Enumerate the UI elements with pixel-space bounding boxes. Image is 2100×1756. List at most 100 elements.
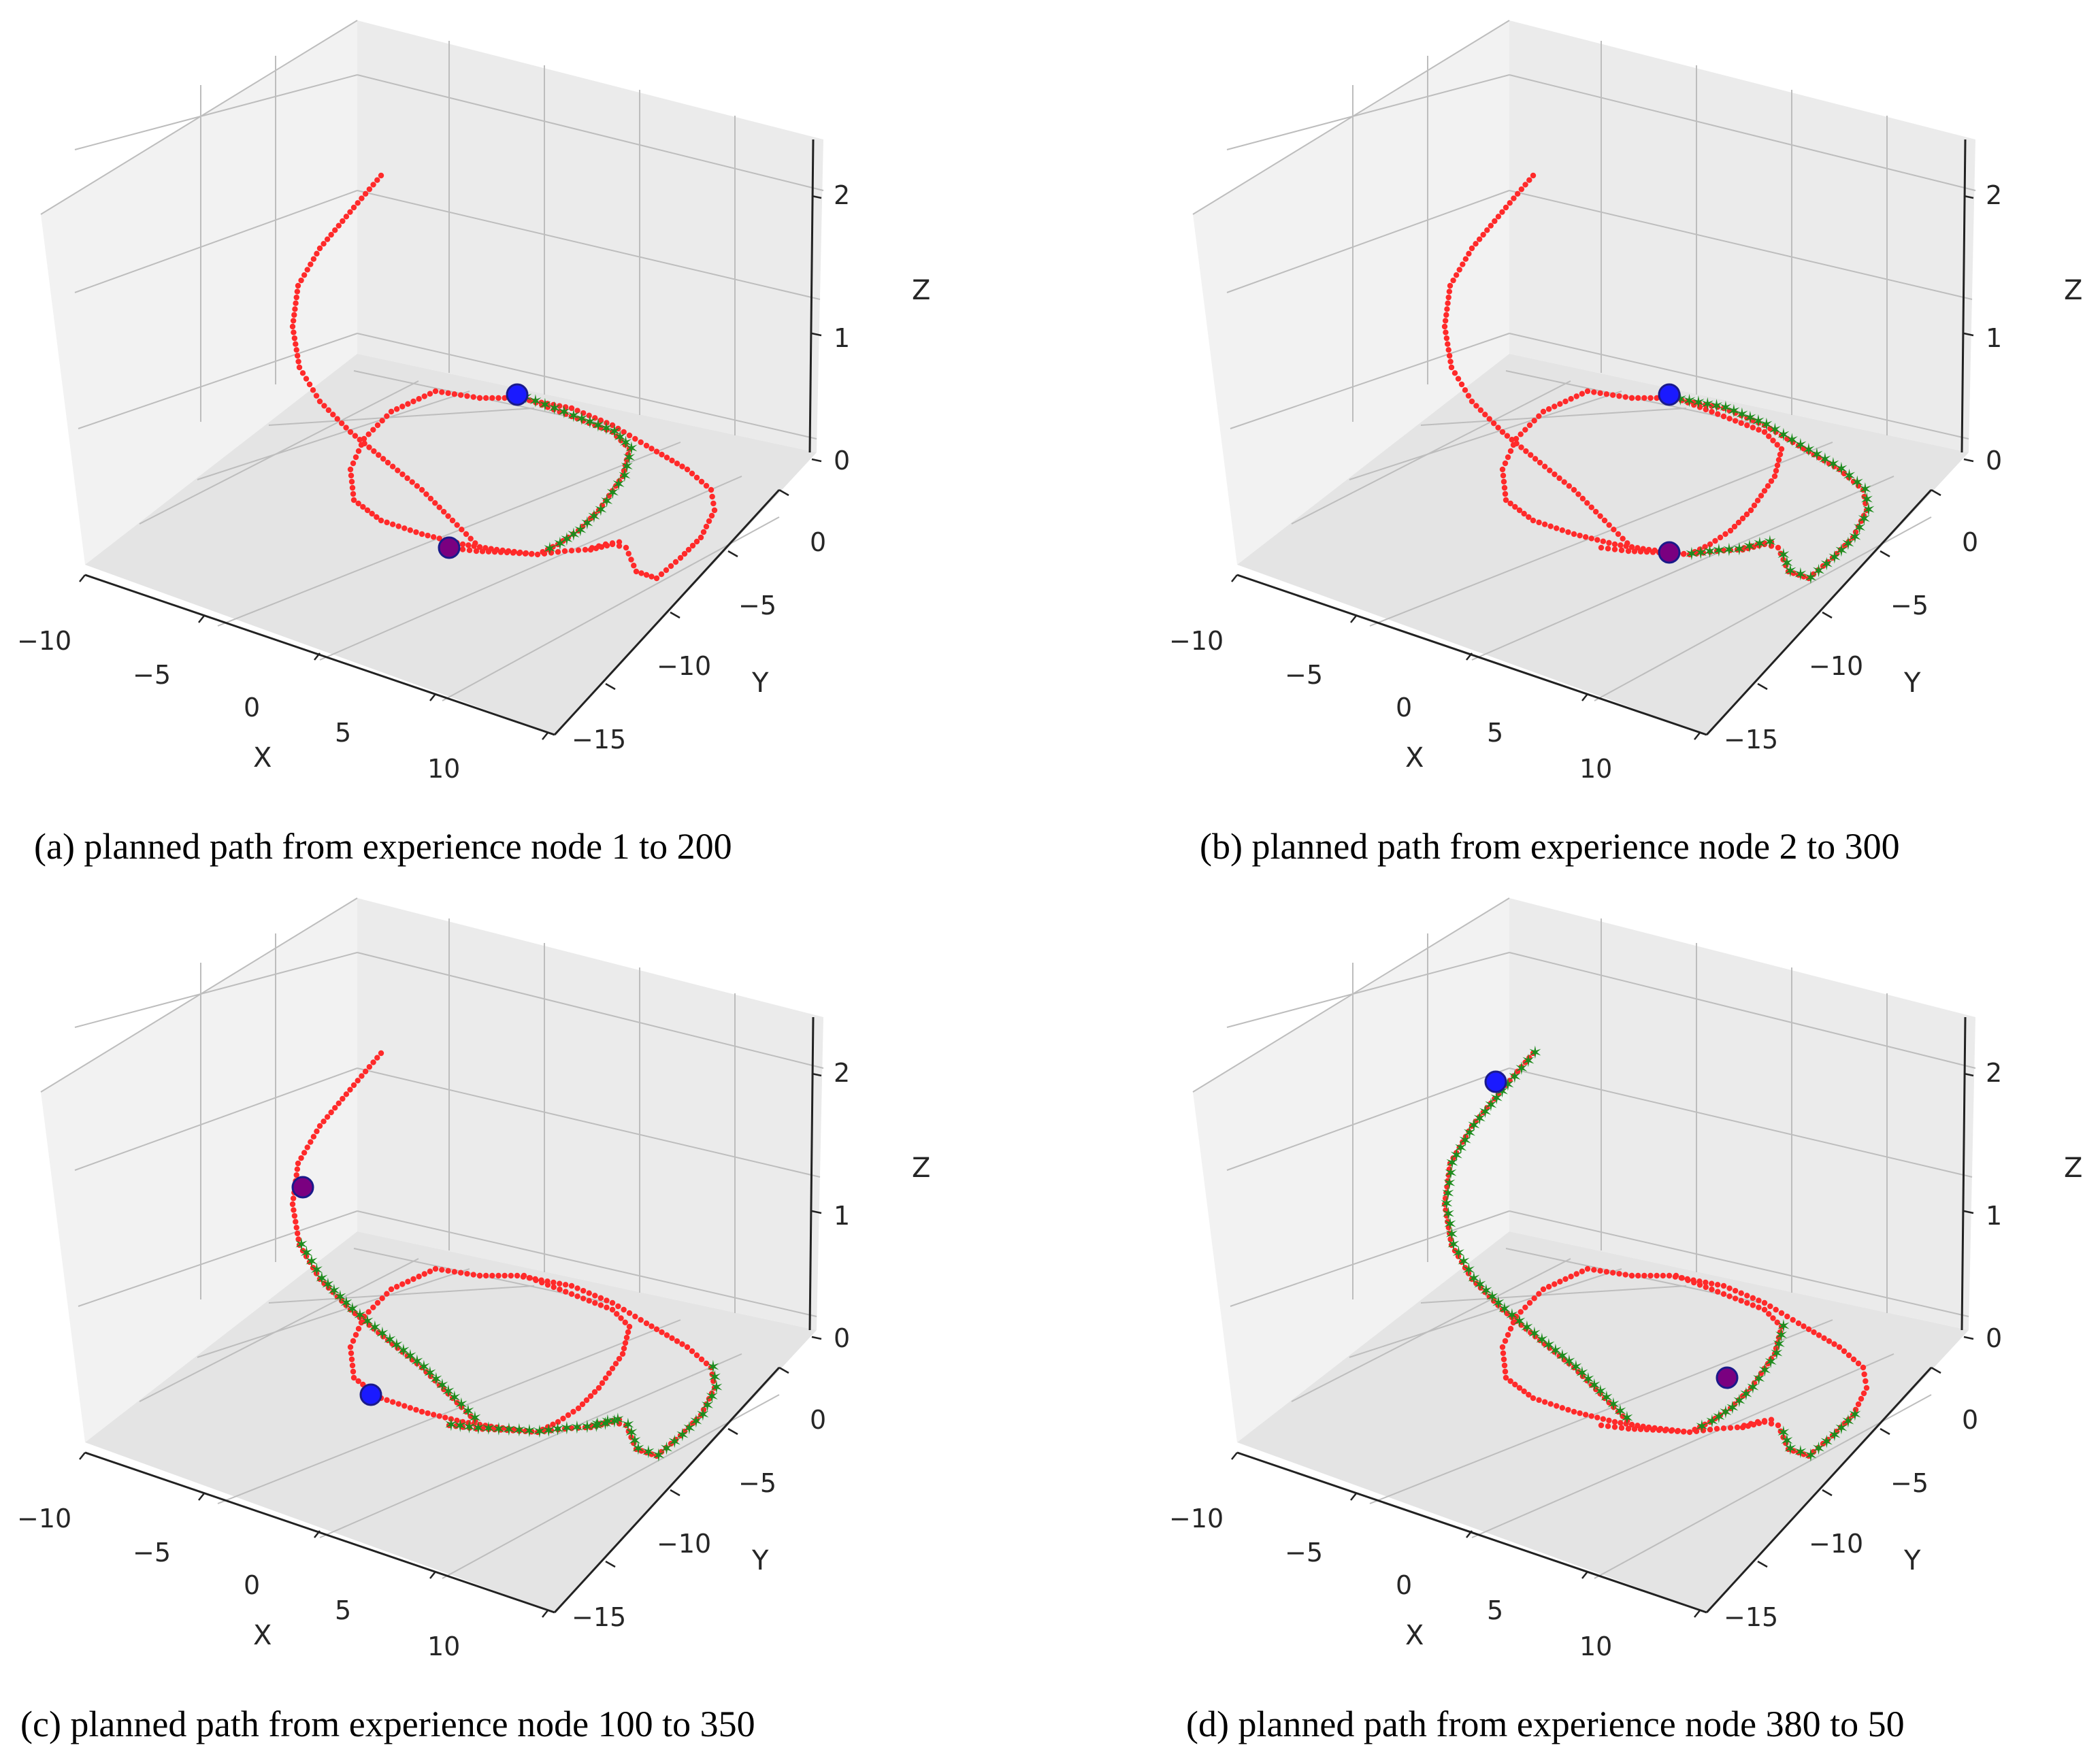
experience-map-point: [1473, 1119, 1479, 1125]
planned-path-point: ✶: [1758, 1361, 1773, 1381]
z-axis-line: [1960, 139, 1967, 453]
experience-map-point: [399, 471, 406, 478]
experience-map-point: [1686, 551, 1693, 558]
experience-map-point: [1597, 390, 1603, 397]
experience-map-point: [698, 1412, 704, 1419]
experience-map-point: [476, 395, 483, 401]
experience-map-point: [1720, 405, 1727, 412]
experience-map-point: [555, 1419, 561, 1425]
planned-path-point: ✶: [557, 403, 572, 423]
x-axis-label: X: [253, 1620, 272, 1651]
experience-map-point: [1635, 395, 1641, 401]
experience-map-point: [497, 1427, 504, 1433]
experience-map-point: [1784, 1313, 1790, 1320]
z-tick-mark: [811, 1210, 822, 1214]
experience-map-point: [1458, 381, 1465, 388]
experience-map-point: [1860, 1390, 1867, 1397]
experience-map-point: [1628, 1272, 1635, 1279]
experience-map-point: [465, 1420, 472, 1426]
experience-map-point: [405, 401, 411, 407]
experience-map-point: [1541, 1399, 1548, 1405]
experience-map-point: [1509, 1314, 1515, 1321]
experience-map-point: [384, 519, 390, 526]
experience-map-point: [548, 1427, 555, 1434]
experience-map-point: [1505, 454, 1511, 461]
y-axis-line: [553, 1366, 781, 1614]
gridline: [1226, 952, 1510, 1028]
experience-map-point: [703, 482, 710, 489]
experience-map-point: [541, 1428, 548, 1434]
planned-path-point: ✶: [1732, 1391, 1747, 1412]
experience-map-point: [291, 1212, 298, 1219]
x-tick-mark: [314, 1530, 321, 1538]
experience-map-point: [347, 209, 353, 215]
experience-map-point: [604, 427, 610, 433]
planned-path-point: ✶: [612, 427, 627, 448]
experience-map-point: [1499, 1344, 1506, 1351]
experience-map-point: [350, 1374, 357, 1381]
experience-map-point: [1761, 429, 1768, 435]
right-pane: [357, 898, 823, 1330]
left-pane: [41, 20, 357, 565]
experience-map-point: [1785, 568, 1792, 575]
y-tick-mark: [727, 1427, 738, 1436]
axes-frame: [1192, 20, 1976, 740]
experience-map-point: [445, 513, 451, 519]
experience-map-point: [1605, 546, 1611, 552]
experience-map-point: [407, 1405, 414, 1411]
experience-map-point: [1606, 1417, 1612, 1424]
planned-path-point: ✶: [1512, 1312, 1527, 1332]
experience-map-point: [562, 1282, 569, 1288]
planned-path-point: ✶: [619, 457, 634, 478]
experience-map-point: [1537, 459, 1543, 466]
experience-map-point: [482, 395, 489, 401]
experience-map-point: [628, 1434, 634, 1440]
y-tick-label: −5: [738, 1468, 776, 1498]
experience-map-point: [1780, 557, 1786, 563]
experience-map-point: [1526, 422, 1533, 429]
experience-map-point: [679, 1341, 685, 1347]
experience-map-point: [376, 1329, 382, 1336]
experience-map-point: [1462, 387, 1469, 393]
planned-path-point: ✶: [1743, 408, 1758, 429]
experience-map-point: [1731, 523, 1738, 530]
experience-map-point: [1863, 507, 1870, 514]
experience-map-point: [470, 1272, 476, 1278]
experience-map-point: [340, 1095, 346, 1102]
experience-map-point: [1557, 1278, 1563, 1285]
gridline: [1226, 74, 1510, 150]
experience-map-point: [1855, 1360, 1862, 1367]
planned-path-point: ✶: [461, 1402, 476, 1422]
experience-map-point: [1511, 195, 1517, 201]
experience-map-point: [1554, 1403, 1560, 1409]
planned-path-point: ✶: [1860, 490, 1875, 510]
experience-map-point: [291, 1207, 297, 1213]
experience-map-point: [1758, 493, 1765, 499]
experience-map-point: [361, 1313, 367, 1320]
experience-map-point: [294, 1230, 301, 1237]
x-tick-mark: [1466, 1530, 1473, 1538]
experience-map-point: [1780, 1434, 1786, 1440]
experience-map-point: [1650, 549, 1656, 555]
experience-map-point: [1709, 1280, 1715, 1287]
experience-map-point: [1778, 1323, 1785, 1330]
experience-map-point: [604, 1304, 610, 1310]
planned-path-point: ✶: [1725, 1398, 1740, 1419]
planned-path-point: ✶: [580, 514, 595, 534]
x-tick-mark: [1581, 1571, 1588, 1579]
experience-map-point: [1502, 491, 1509, 497]
gridline: [1594, 1394, 1932, 1579]
experience-map-point: [1751, 1380, 1758, 1387]
experience-map-point: [625, 550, 631, 557]
experience-map-point: [1509, 437, 1515, 443]
experience-map-point: [445, 390, 451, 397]
experience-map-point: [597, 425, 604, 431]
experience-map-point: [1858, 518, 1865, 525]
start-node-marker: [1658, 383, 1681, 406]
planned-path-point: ✶: [1620, 1408, 1635, 1429]
experience-map-point: [626, 446, 633, 452]
x-tick-mark: [1694, 732, 1701, 740]
experience-map-point: [1702, 544, 1708, 550]
planned-path-point: ✶: [327, 1281, 342, 1302]
experience-map-point: [689, 470, 695, 477]
